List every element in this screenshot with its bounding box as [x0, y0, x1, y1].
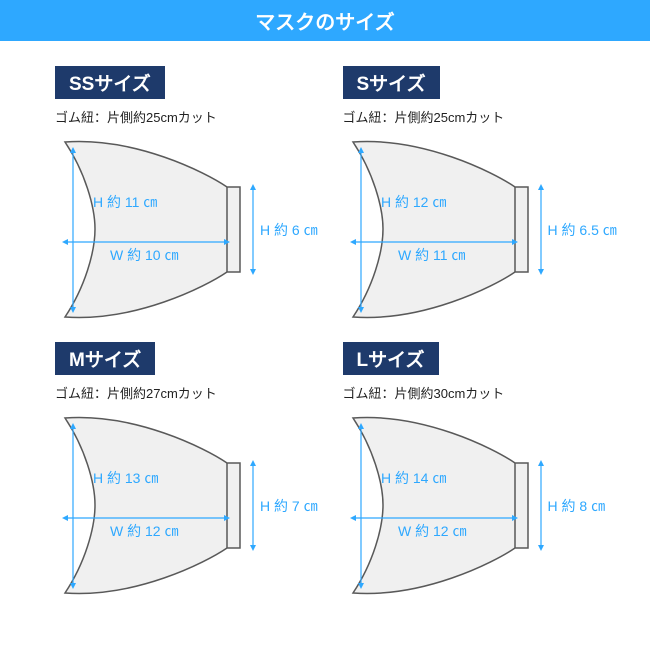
size-badge: Mサイズ [55, 342, 155, 375]
size-cell-s: Sサイズ ゴム紐：片側約25cmカット H 約 12 ㎝ W 約 11 ㎝ H … [343, 66, 621, 332]
size-badge: SSサイズ [55, 66, 165, 99]
page-header: マスクのサイズ [0, 0, 650, 41]
strap-note: ゴム紐：片側約30cmカット [343, 383, 621, 402]
edge-dim-label: H 約 8 ㎝ [548, 496, 606, 516]
strap-note: ゴム紐：片側約25cmカット [343, 107, 621, 126]
w-dim-label: W 約 10 ㎝ [110, 247, 178, 263]
size-grid: SSサイズ ゴム紐：片側約25cmカット H 約 11 ㎝ W 約 [0, 41, 650, 628]
h-dim-label: H 約 11 ㎝ [93, 194, 157, 210]
strap-note: ゴム紐：片側約25cmカット [55, 107, 333, 126]
h-dim-label: H 約 12 ㎝ [381, 194, 446, 210]
edge-dim-label: H 約 7 ㎝ [260, 496, 318, 516]
size-cell-l: Lサイズ ゴム紐：片側約30cmカット H 約 14 ㎝ W 約 12 ㎝ H … [343, 342, 621, 608]
mask-diagram: H 約 14 ㎝ W 約 12 ㎝ H 約 8 ㎝ [343, 408, 603, 608]
size-cell-m: Mサイズ ゴム紐：片側約27cmカット H 約 13 ㎝ W 約 12 ㎝ H … [55, 342, 333, 608]
edge-dim-label: H 約 6 ㎝ [260, 220, 318, 240]
mask-diagram: H 約 11 ㎝ W 約 10 ㎝ H 約 6 ㎝ [55, 132, 315, 332]
w-dim-label: W 約 12 ㎝ [110, 523, 178, 539]
header-title: マスクのサイズ [255, 12, 394, 34]
size-cell-ss: SSサイズ ゴム紐：片側約25cmカット H 約 11 ㎝ W 約 [55, 66, 333, 332]
size-badge: Sサイズ [343, 66, 440, 99]
mask-diagram: H 約 12 ㎝ W 約 11 ㎝ H 約 6.5 ㎝ [343, 132, 603, 332]
w-dim-label: W 約 12 ㎝ [398, 523, 466, 539]
size-badge: Lサイズ [343, 342, 439, 375]
strap-note: ゴム紐：片側約27cmカット [55, 383, 333, 402]
edge-dim-label: H 約 6.5 ㎝ [548, 220, 617, 240]
w-dim-label: W 約 11 ㎝ [398, 247, 465, 263]
h-dim-label: H 約 14 ㎝ [381, 470, 446, 486]
mask-diagram: H 約 13 ㎝ W 約 12 ㎝ H 約 7 ㎝ [55, 408, 315, 608]
h-dim-label: H 約 13 ㎝ [93, 470, 158, 486]
